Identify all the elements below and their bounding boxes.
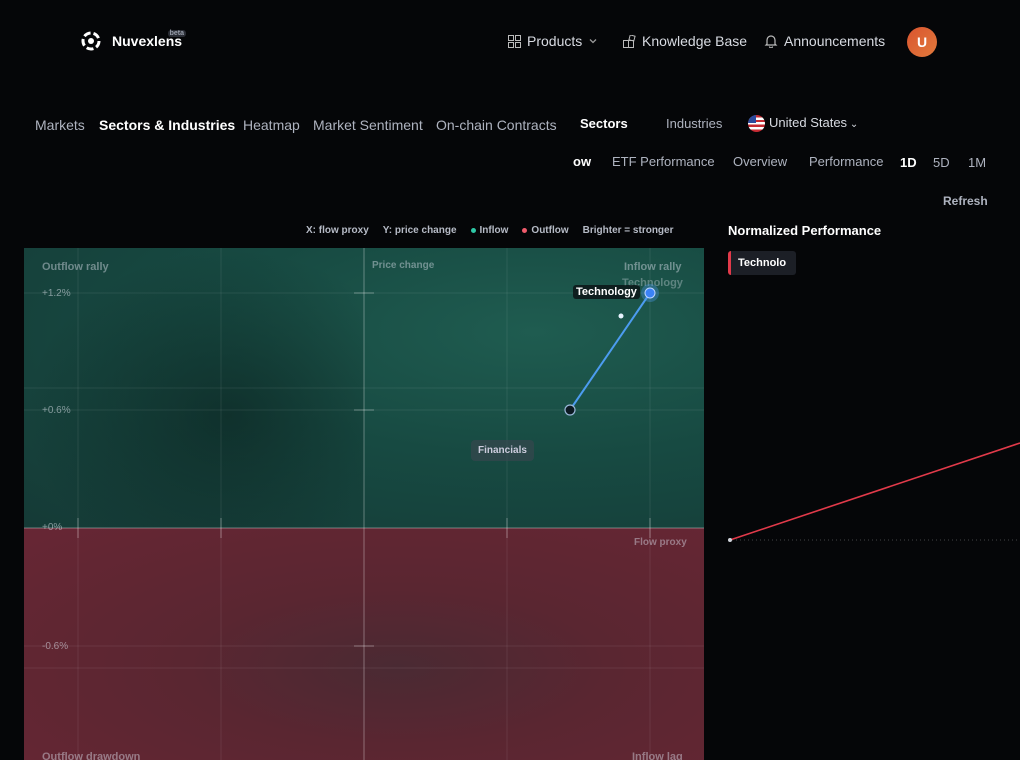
tab-markets[interactable]: Markets (35, 117, 85, 133)
legend-y: Y: price change (382, 225, 457, 236)
flow-quadrant-chart[interactable]: Outflow rally Inflow rally Outflow drawd… (24, 248, 704, 760)
chevron-down-icon: ⌄ (847, 119, 859, 130)
series-chip[interactable]: Technolo (728, 251, 796, 275)
normalized-performance-chart (728, 442, 1020, 542)
announcements-label: Announcements (784, 33, 886, 49)
quadrant-top-left-shade (24, 248, 364, 528)
y-tick-label: -0.6% (42, 641, 69, 652)
country-label: United States (769, 115, 848, 130)
y-tick-label: +1.2% (42, 288, 71, 299)
chart-legend: X: flow proxy Y: price change Inflow Out… (306, 225, 674, 236)
current-point[interactable] (644, 287, 656, 299)
country-selector[interactable]: United States ⌄ (748, 115, 859, 133)
tab-sectors-industries[interactable]: Sectors & Industries (99, 117, 236, 133)
legend-inflow: Inflow (470, 225, 508, 236)
y-axis-label: Price change (372, 260, 435, 271)
quadrant-label-top-left: Outflow rally (42, 261, 109, 273)
series-line (729, 442, 1020, 541)
knowledge-base-link[interactable]: Knowledge Base (623, 33, 747, 49)
series-start-point (728, 538, 732, 542)
book-grid-icon (623, 34, 636, 48)
chevron-down-icon (589, 39, 597, 44)
quadrant-bottom-bg (24, 528, 704, 760)
y-tick-label: +0.6% (42, 405, 71, 416)
bell-icon (764, 35, 778, 48)
trail-mid-point[interactable] (618, 313, 624, 319)
tab-sectors[interactable]: Sectors (580, 116, 628, 131)
quadrant-label-top-right: Inflow rally (624, 261, 682, 273)
brand-name: Nuvexlens beta (112, 30, 187, 49)
tab-overview[interactable]: Overview (733, 154, 788, 169)
tab-industries[interactable]: Industries (666, 116, 723, 131)
highlight-point-label: Technology (573, 285, 640, 299)
outflow-dot-icon (522, 227, 528, 233)
knowledge-base-label: Knowledge Base (642, 33, 748, 49)
us-flag-icon (748, 115, 765, 133)
inflow-dot-icon (470, 227, 476, 233)
logo-icon (81, 31, 101, 51)
chart-marks (564, 284, 659, 416)
timeframe-5d[interactable]: 5D (933, 155, 950, 170)
tab-heatmap[interactable]: Heatmap (243, 117, 300, 133)
beta-badge: beta (167, 30, 187, 37)
grid-icon (508, 34, 521, 48)
user-avatar[interactable]: U (907, 27, 937, 57)
chart-grid (24, 248, 704, 760)
products-menu[interactable]: Products (508, 33, 598, 49)
legend-brightness: Brighter = stronger (582, 225, 674, 236)
legend-outflow: Outflow (522, 225, 569, 236)
quadrant-label-bottom-left: Outflow drawdown (42, 751, 141, 760)
tab-performance[interactable]: Performance (809, 154, 884, 169)
x-axis-label: Flow proxy (634, 537, 687, 548)
quadrant-label-bottom-right: Inflow lag (632, 751, 683, 760)
y-tick-label: +0% (42, 522, 63, 533)
panel-title: Normalized Performance (728, 223, 882, 238)
tab-flow[interactable]: ow (573, 154, 592, 169)
brand-logo[interactable]: Nuvexlens beta (80, 30, 187, 52)
refresh-button[interactable]: Refresh (943, 194, 988, 208)
trail-line (569, 292, 651, 411)
legend-x: X: flow proxy (306, 225, 369, 236)
products-label: Products (527, 33, 583, 49)
trail-start-point[interactable] (564, 404, 576, 416)
tab-on-chain-contracts[interactable]: On-chain Contracts (436, 117, 557, 133)
tab-etf-performance[interactable]: ETF Performance (612, 154, 715, 169)
announcements-link[interactable]: Announcements (764, 33, 885, 49)
hover-tooltip: Financials (471, 440, 534, 461)
timeframe-1m[interactable]: 1M (968, 155, 987, 170)
timeframe-1d[interactable]: 1D (900, 155, 917, 170)
tab-market-sentiment[interactable]: Market Sentiment (313, 117, 423, 133)
